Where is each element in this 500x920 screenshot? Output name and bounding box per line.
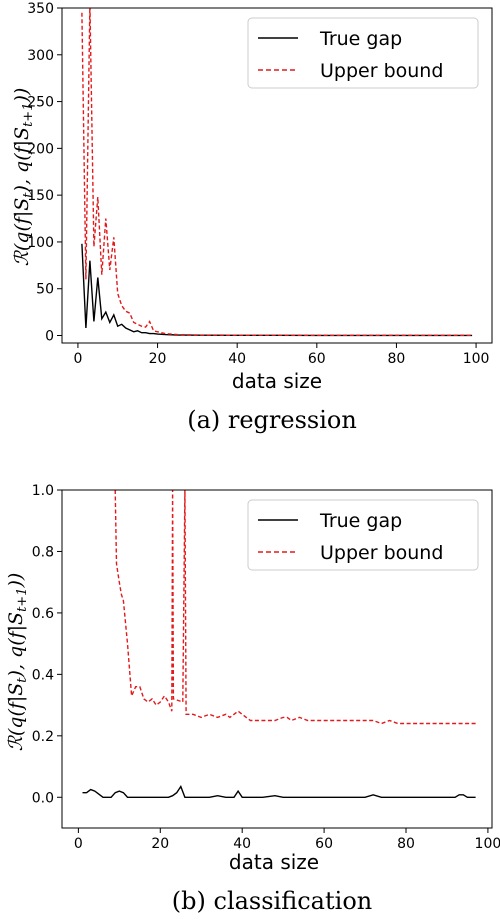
y-axis-label: ℛ(q(f|St), q(f|St+1)): [5, 573, 30, 752]
y-tick-label: 50: [36, 282, 54, 298]
axes-frame: [61, 7, 493, 344]
x-tick-label: 80: [388, 351, 406, 367]
y-tick-label: 0.8: [32, 544, 54, 560]
x-tick-label: 0: [74, 836, 83, 852]
x-axis-label: data size: [232, 369, 322, 393]
y-tick-label: 250: [27, 95, 54, 111]
y-tick-label: 1.0: [32, 483, 54, 499]
legend: True gap Upper bound: [247, 499, 479, 571]
legend-label-true-gap: True gap: [319, 28, 402, 50]
chart-caption: (b) classification: [172, 887, 372, 915]
y-tick-label: 300: [27, 48, 54, 64]
y-tick-label: 0.0: [32, 790, 54, 806]
series-line-true-gap: [81, 243, 473, 337]
x-tick-label: 40: [233, 836, 251, 852]
legend-label-upper-bound: Upper bound: [320, 542, 443, 564]
x-tick-label: 20: [149, 351, 167, 367]
y-tick-label: 0.4: [32, 667, 54, 683]
y-tick-label: 150: [27, 188, 54, 204]
y-tick-label: 0: [45, 329, 54, 345]
y-tick-label: 200: [27, 141, 54, 157]
x-tick-label: 0: [73, 351, 82, 367]
series-line-true-gap: [82, 784, 476, 798]
y-tick-label: 0.2: [32, 729, 54, 745]
x-axis-label: data size: [229, 850, 319, 874]
y-axis-label: ℛ(q(f|St), q(f|St+1)): [11, 88, 36, 267]
x-tick-label: 100: [463, 351, 490, 367]
x-tick-label: 100: [475, 836, 500, 852]
x-tick-label: 60: [315, 836, 333, 852]
axes-frame: [61, 489, 493, 829]
series-line-upper-bound: [81, 8, 473, 336]
x-tick-label: 80: [397, 836, 415, 852]
legend-box: [247, 499, 479, 571]
x-tick-label: 20: [151, 836, 169, 852]
classification-chart: 0 20 40 60 80 100 0.0 0.2 0.4 0.6 0.8 1.0 ℛ(q(f|St)…: [5, 483, 500, 915]
regression-chart: 0 20 40 60 80 100 0 50 100 150 200 250 300 350 ℛ(q(f|…: [11, 1, 493, 434]
plot-area: 0 20 40 60 80 100 0.0 0.2 0.4 0.6 0.8 1.0: [32, 483, 500, 852]
y-tick-label: 0.6: [32, 606, 54, 622]
legend-label-true-gap: True gap: [319, 510, 402, 532]
x-tick-label: 60: [308, 351, 326, 367]
y-tick-label: 350: [27, 1, 54, 17]
legend-box: [247, 17, 479, 89]
y-tick-label: 100: [27, 235, 54, 251]
x-tick-label: 40: [228, 351, 246, 367]
chart-caption: (a) regression: [187, 406, 357, 434]
legend: True gap Upper bound: [247, 17, 479, 89]
plot-area: 0 20 40 60 80 100 0 50 100 150 200 250 300 350: [27, 1, 493, 367]
legend-label-upper-bound: Upper bound: [320, 60, 443, 82]
